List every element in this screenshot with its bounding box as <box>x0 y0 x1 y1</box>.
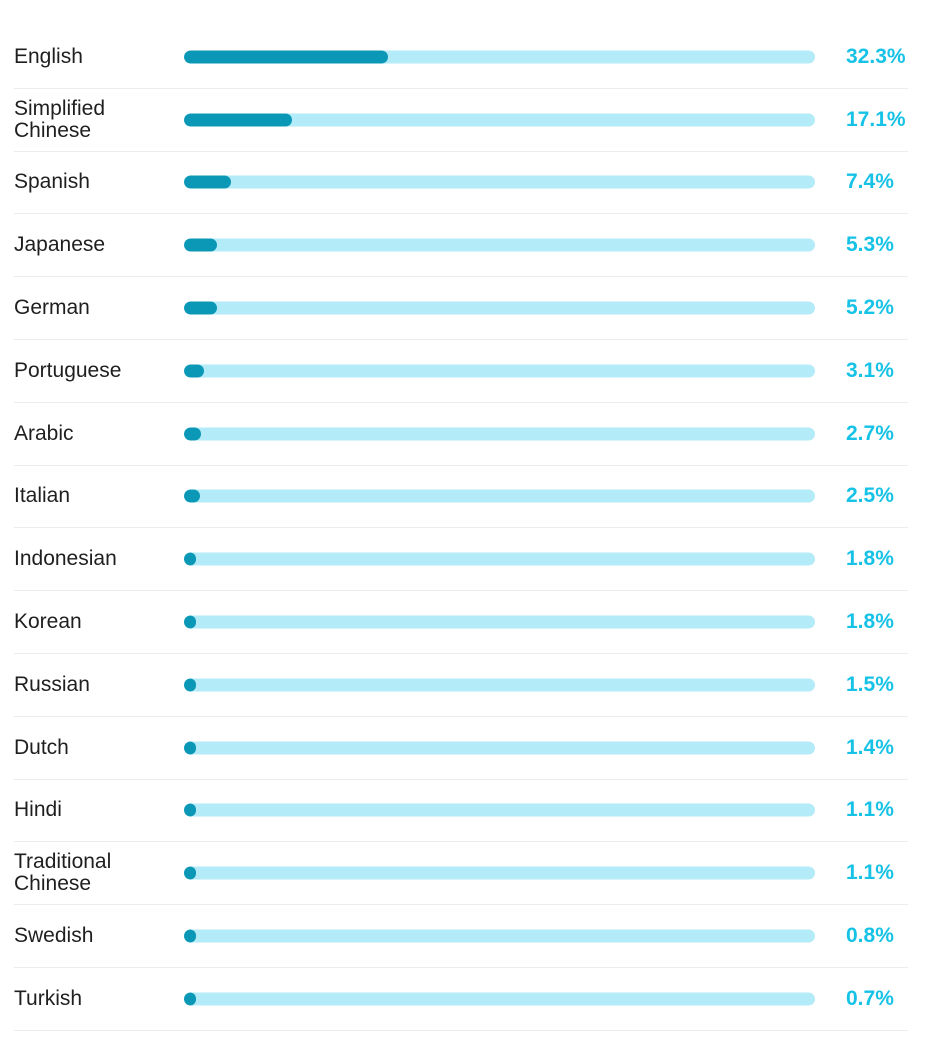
bar-value-label: 32.3% <box>846 44 906 68</box>
bar-track <box>184 678 815 692</box>
bar-label: Arabic <box>14 421 74 445</box>
bar-label: English <box>14 44 83 68</box>
bar-value-label: 2.7% <box>846 421 894 445</box>
bar-value-label: 2.5% <box>846 484 894 508</box>
bar-value-label: 5.3% <box>846 233 894 257</box>
bar-fill <box>184 427 202 441</box>
bar-track <box>184 992 815 1006</box>
bar-label: Indonesian <box>14 547 117 571</box>
bar-row: English 32.3% <box>14 26 908 89</box>
bar-fill <box>184 301 217 315</box>
bar-label: Traditional Chinese <box>14 850 112 896</box>
bar-label: Simplified Chinese <box>14 96 106 142</box>
bar-row: Arabic 2.7% <box>14 403 908 466</box>
bar-label: German <box>14 296 90 320</box>
bar-value-label: 1.4% <box>846 735 894 759</box>
bar-value-label: 0.7% <box>846 986 894 1010</box>
bar-value-label: 0.8% <box>846 924 894 948</box>
bar-fill <box>184 615 196 629</box>
bar-label: Italian <box>14 484 71 508</box>
bar-fill <box>184 552 196 566</box>
bar-fill <box>184 175 231 189</box>
bar-label: Korean <box>14 610 82 634</box>
bar-fill <box>184 678 196 692</box>
bar-track <box>184 552 815 566</box>
bar-fill <box>184 364 204 378</box>
bar-label: Turkish <box>14 986 83 1010</box>
bar-value-label: 17.1% <box>846 107 906 131</box>
bar-fill <box>184 489 200 503</box>
bar-fill <box>184 803 196 817</box>
bar-row: Indonesian 1.8% <box>14 528 908 592</box>
bar-track <box>184 866 815 880</box>
bar-label: Russian <box>14 672 90 696</box>
bar-track <box>184 803 815 817</box>
bar-value-label: 5.2% <box>846 296 894 320</box>
bar-track <box>184 50 815 64</box>
bar-row: Turkish 0.7% <box>14 968 908 1031</box>
bar-fill <box>184 866 196 880</box>
bar-row: Japanese 5.3% <box>14 214 908 278</box>
bar-row: Simplified Chinese 17.1% <box>14 89 908 152</box>
bar-row: Dutch 1.4% <box>14 717 908 780</box>
bar-label: Portuguese <box>14 358 122 382</box>
bar-track <box>184 489 815 503</box>
bar-fill <box>184 992 196 1006</box>
bar-value-label: 1.5% <box>846 672 894 696</box>
bar-track <box>184 364 815 378</box>
bar-row: Traditional Chinese 1.1% <box>14 842 908 906</box>
bar-label: Dutch <box>14 735 69 759</box>
bar-label: Spanish <box>14 170 90 194</box>
bar-track <box>184 615 815 629</box>
bar-row: Spanish 7.4% <box>14 152 908 215</box>
bar-row: Italian 2.5% <box>14 466 908 529</box>
bar-track <box>184 427 815 441</box>
bar-fill <box>184 929 196 943</box>
bar-value-label: 1.8% <box>846 610 894 634</box>
bar-row: Korean 1.8% <box>14 591 908 654</box>
bar-track <box>184 301 815 315</box>
bar-track <box>184 113 815 127</box>
bar-label: Hindi <box>14 798 62 822</box>
bar-fill <box>184 50 388 64</box>
bar-fill <box>184 741 196 755</box>
bar-row: Portuguese 3.1% <box>14 340 908 403</box>
bar-label: Swedish <box>14 924 94 948</box>
bar-track <box>184 741 815 755</box>
bar-value-label: 1.8% <box>846 547 894 571</box>
bar-value-label: 1.1% <box>846 798 894 822</box>
bar-row: Russian 1.5% <box>14 654 908 717</box>
bar-fill <box>184 238 218 252</box>
bar-row: German 5.2% <box>14 277 908 340</box>
bar-value-label: 7.4% <box>846 170 894 194</box>
bar-row: Swedish 0.8% <box>14 905 908 968</box>
bar-value-label: 3.1% <box>846 358 894 382</box>
bar-row: Hindi 1.1% <box>14 780 908 843</box>
bar-track <box>184 238 815 252</box>
bar-fill <box>184 113 292 127</box>
bar-track <box>184 929 815 943</box>
bar-label: Japanese <box>14 233 106 257</box>
bar-track <box>184 175 815 189</box>
bar-value-label: 1.1% <box>846 861 894 885</box>
